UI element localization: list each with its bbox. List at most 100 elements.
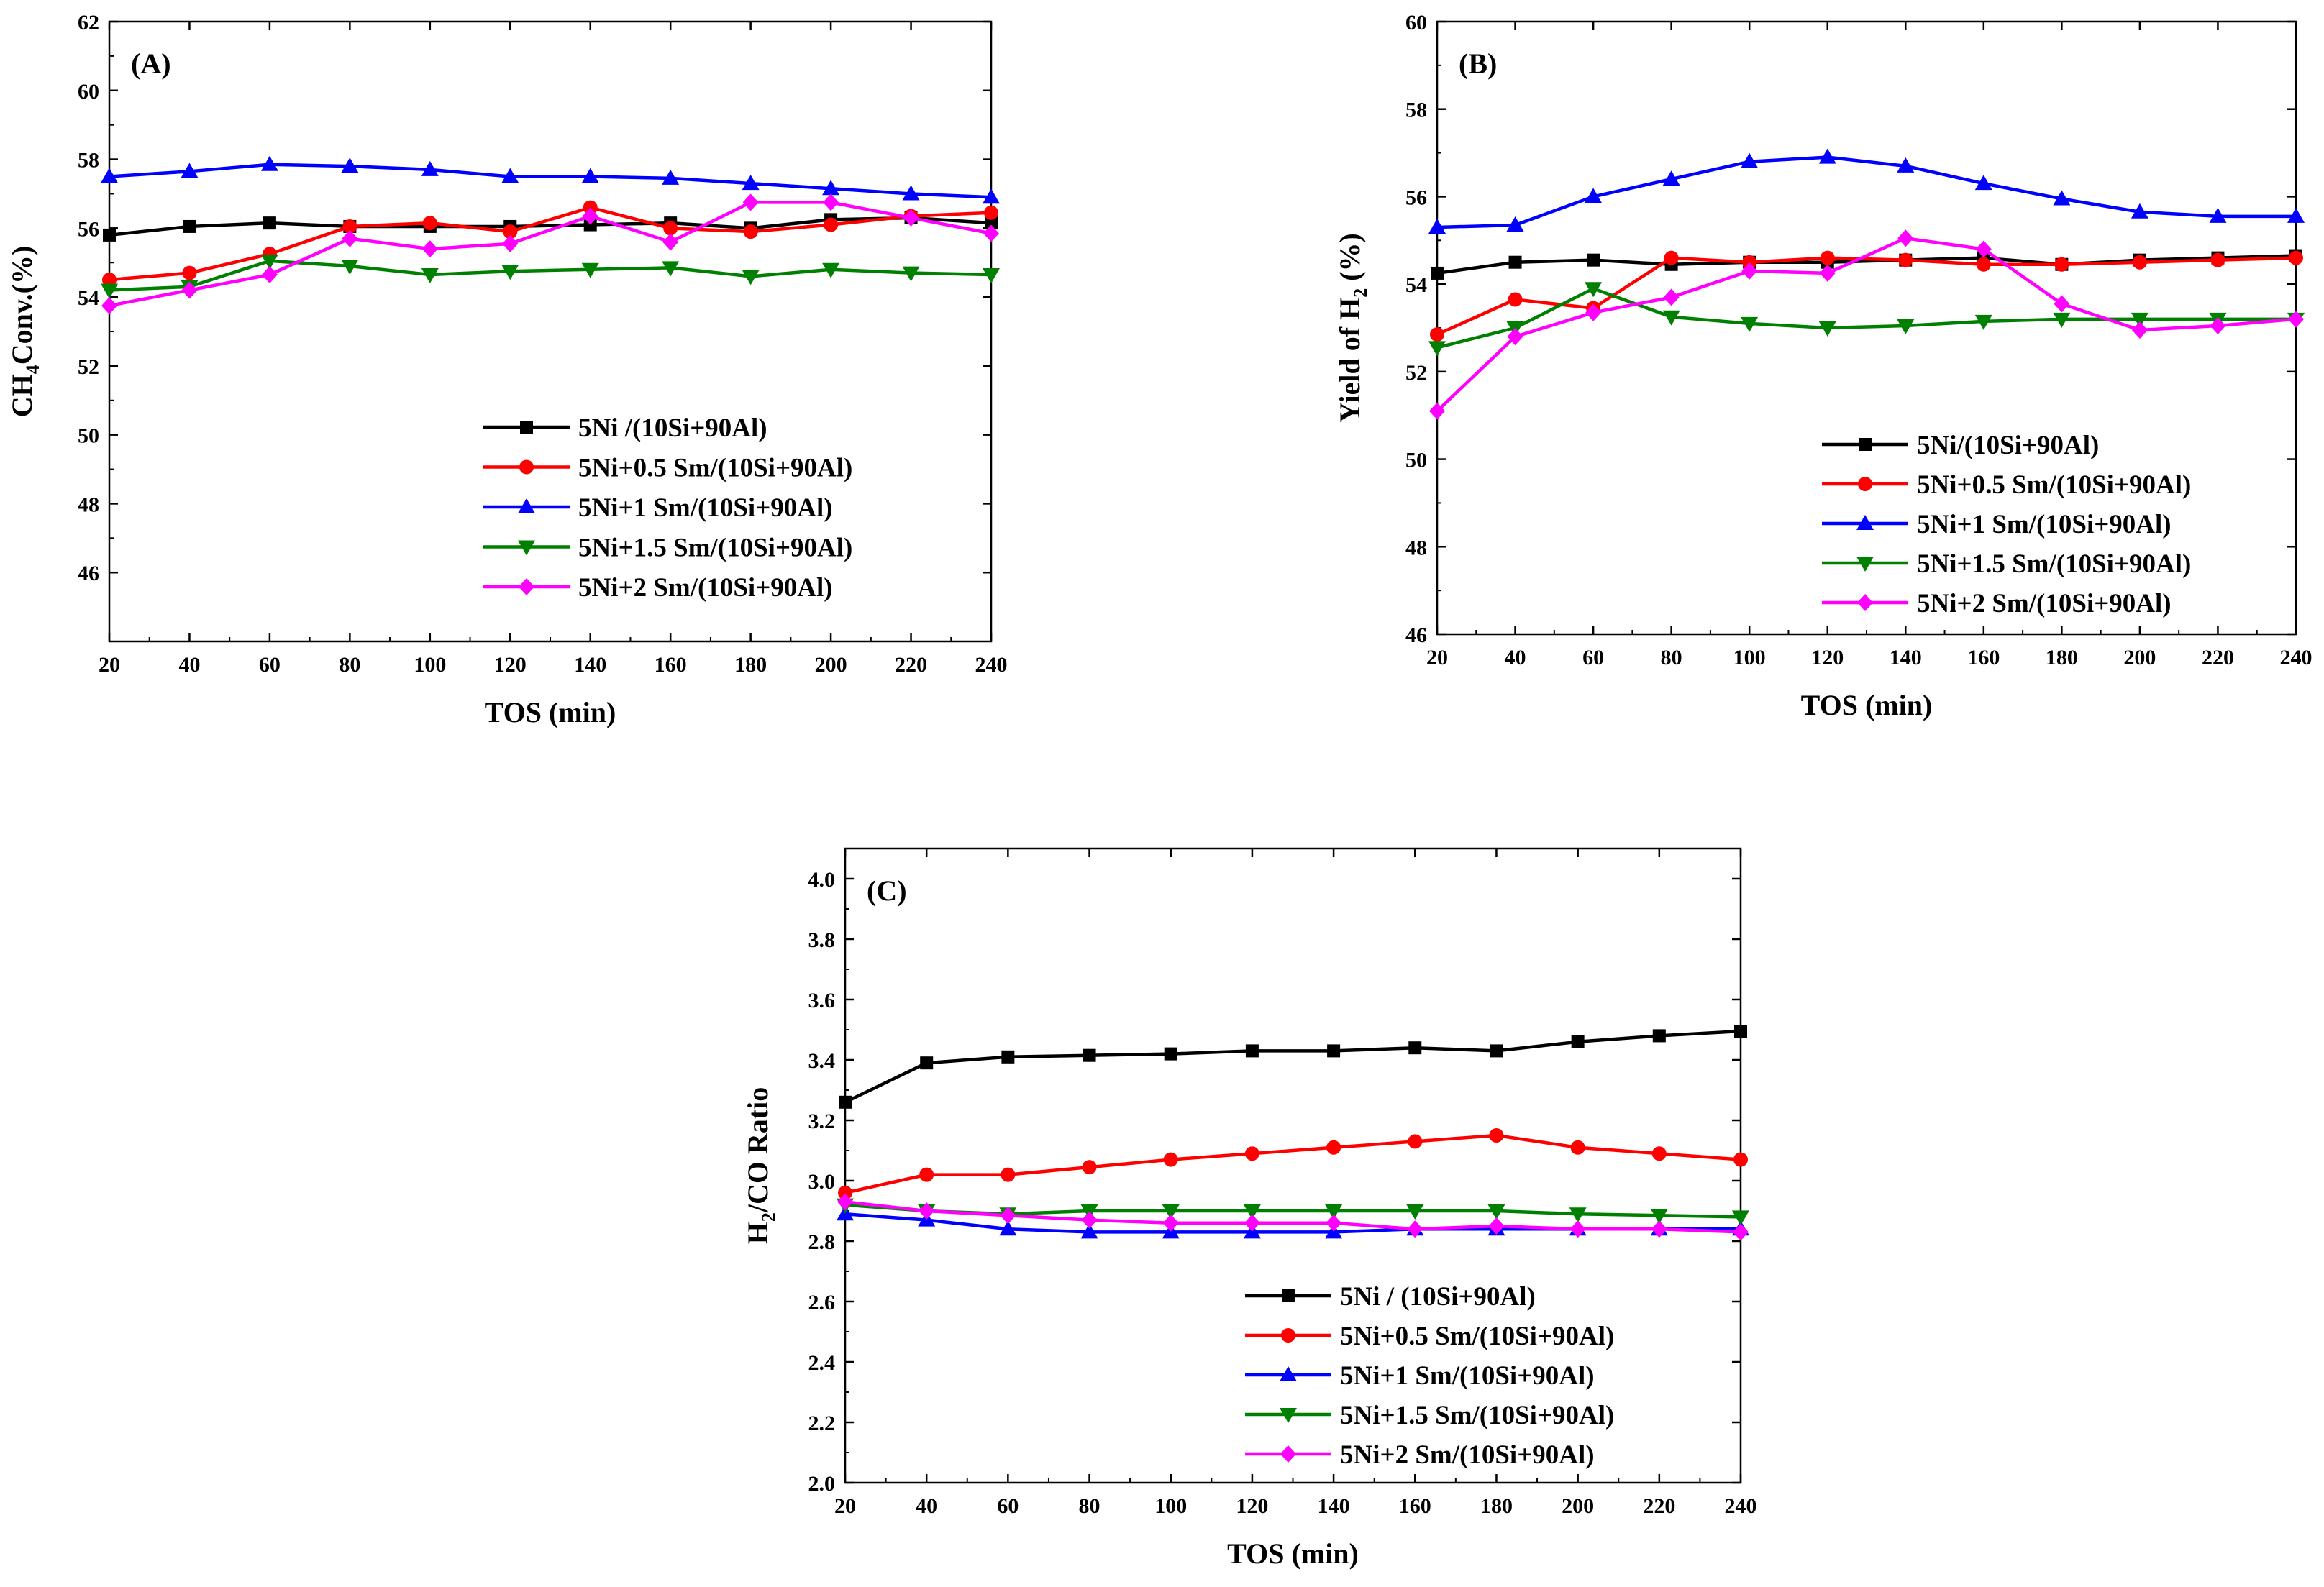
data-point	[920, 1056, 934, 1070]
legend-label: 5Ni+2 Sm/(10Si+90Al)	[1340, 1440, 1595, 1470]
legend-label: 5Ni/(10Si+90Al)	[1917, 431, 2099, 460]
data-point	[2132, 255, 2147, 270]
data-point	[902, 266, 920, 282]
data-point	[1164, 1047, 1177, 1061]
x-tick-label: 40	[916, 1494, 937, 1518]
legend-marker	[1859, 438, 1872, 451]
data-point	[341, 260, 359, 275]
data-point	[1162, 1214, 1179, 1232]
data-point	[182, 265, 197, 280]
x-tick-label: 40	[178, 653, 200, 677]
y-tick-label: 2.4	[808, 1351, 836, 1375]
data-point	[1975, 240, 1992, 258]
data-point	[1663, 288, 1680, 306]
data-point	[582, 207, 598, 225]
y-tick-label: 62	[78, 11, 99, 35]
y-tick-label: 56	[78, 217, 99, 241]
data-point	[823, 193, 839, 211]
data-point	[1406, 1204, 1424, 1220]
series-1	[103, 211, 998, 242]
legend: 5Ni/(10Si+90Al) 5Ni+0.5 Sm/(10Si+90Al) 5Ni…	[1822, 431, 2191, 618]
series-line	[109, 206, 992, 282]
data-point	[261, 265, 278, 283]
x-tick-label: 200	[1562, 1494, 1594, 1518]
y-tick-label: 54	[1405, 273, 1427, 297]
legend-marker	[1282, 1289, 1295, 1302]
data-point	[2131, 312, 2148, 328]
legend-label: 5Ni+0.5 Sm/(10Si+90Al)	[1340, 1322, 1614, 1351]
data-point	[1741, 262, 1758, 280]
data-point	[1585, 303, 1602, 321]
data-point	[421, 267, 439, 283]
data-point	[421, 240, 438, 258]
x-tick-label: 20	[834, 1494, 856, 1518]
legend: 5Ni / (10Si+90Al) 5Ni+0.5 Sm/(10Si+90Al) 5…	[1245, 1282, 1614, 1470]
data-point	[1487, 1204, 1505, 1220]
data-point	[1569, 1220, 1586, 1238]
series-2	[102, 200, 998, 288]
data-point	[662, 169, 680, 185]
y-tick-label: 60	[1405, 11, 1427, 35]
data-point	[260, 155, 278, 171]
data-point	[1507, 328, 1523, 346]
series-1	[839, 1025, 1747, 1109]
data-point	[1650, 1209, 1668, 1225]
data-point	[1734, 1025, 1747, 1038]
x-tick-label: 140	[574, 653, 606, 677]
y-tick-label: 4.0	[808, 868, 836, 892]
y-tick-label: 3.4	[808, 1049, 836, 1073]
series-line	[109, 259, 992, 292]
data-point	[1081, 1211, 1098, 1229]
series-line	[844, 1200, 1741, 1234]
series-5	[1429, 229, 2304, 420]
data-point	[1428, 219, 1446, 234]
data-point	[1585, 188, 1603, 203]
data-point	[2054, 295, 2070, 313]
series-line	[109, 163, 992, 199]
data-point	[824, 217, 839, 232]
y-tick-label: 48	[1405, 536, 1427, 559]
series-line	[1436, 236, 2297, 413]
chart-panel-a: 20 40 60 80 100 120 140 160 180 200 220 240 46 48 50 52…	[6, 11, 1008, 728]
data-point	[2053, 312, 2071, 328]
data-point	[1664, 250, 1679, 265]
legend-marker	[1280, 1445, 1296, 1463]
data-point	[983, 267, 1000, 283]
data-point	[1162, 1204, 1180, 1220]
data-point	[662, 261, 680, 277]
data-point	[503, 224, 518, 239]
data-point	[1408, 1134, 1423, 1149]
data-point	[502, 234, 519, 252]
y-tick-label: 3.6	[808, 989, 836, 1012]
legend-label: 5Ni+0.5 Sm/(10Si+90Al)	[1917, 470, 2191, 500]
legend-marker	[1280, 1408, 1297, 1423]
data-point	[984, 205, 998, 220]
data-point	[1243, 1204, 1261, 1220]
x-tick-label: 200	[2123, 646, 2156, 669]
data-point	[1974, 175, 1992, 191]
x-tick-label: 220	[895, 653, 927, 677]
data-point	[743, 224, 758, 239]
legend-label: 5Ni /(10Si+90Al)	[578, 413, 767, 443]
y-tick-label: 46	[1405, 623, 1427, 647]
data-point	[1733, 1223, 1749, 1241]
data-point	[1244, 1146, 1259, 1161]
legend-label: 5Ni+1 Sm/(10Si+90Al)	[1340, 1361, 1595, 1391]
data-point	[2053, 190, 2071, 206]
x-tick-label: 220	[2202, 646, 2234, 669]
data-point	[1733, 1152, 1748, 1167]
data-point	[1083, 1048, 1096, 1062]
y-tick-label: 3.8	[808, 928, 836, 952]
data-point	[1325, 1204, 1343, 1220]
y-tick-label: 3.2	[808, 1110, 836, 1133]
legend-marker	[518, 498, 535, 513]
chart-panel-b: 20 40 60 80 100 120 140 160 180 200 220 240 46 48 50 52…	[1334, 11, 2312, 721]
data-point	[1662, 170, 1680, 186]
data-point	[2131, 321, 2148, 339]
data-point	[2054, 257, 2069, 272]
x-tick-label: 60	[997, 1494, 1019, 1518]
data-point	[2210, 316, 2226, 334]
data-point	[1652, 1029, 1666, 1043]
data-point	[1326, 1214, 1342, 1232]
panel-label: (C)	[867, 874, 907, 907]
